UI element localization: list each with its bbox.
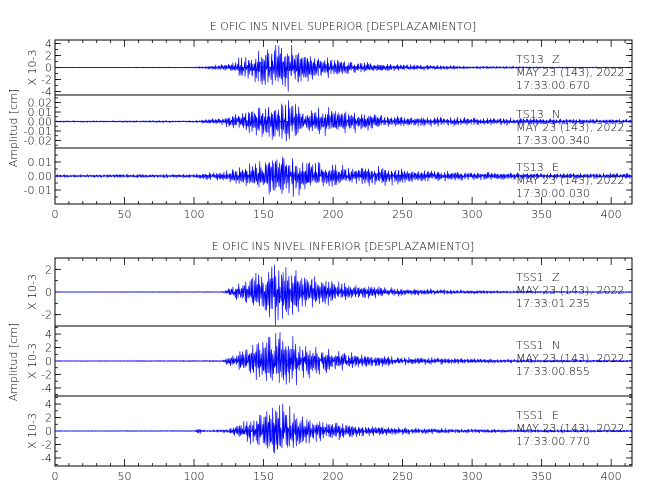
- y-tick-label: 0: [45, 425, 52, 438]
- chart-title: E OFIC INS NIVEL INFERIOR [DESPLAZAMIENT…: [212, 240, 475, 253]
- x-tick-label: 350: [531, 470, 552, 483]
- date-label: MAY 23 (143), 2022: [516, 352, 624, 365]
- x-tick-label: 0: [52, 208, 59, 221]
- y-tick-label: -2: [41, 73, 52, 86]
- x-tick-label: 400: [601, 208, 622, 221]
- x-axis: 0 50 100 150 200 250 300 350 400: [52, 258, 626, 483]
- station-name: TSS1: [516, 409, 544, 422]
- y-tick-label: 2: [45, 50, 52, 63]
- waveform-trace: [54, 264, 633, 326]
- x-tick-label: 250: [392, 470, 413, 483]
- y-tick-label: 4: [45, 328, 52, 341]
- y-tick-label: -4: [41, 85, 52, 98]
- y-tick-label: -0.01: [24, 125, 52, 138]
- y-tick-label: -4: [41, 452, 52, 465]
- x-tick-label: 300: [462, 470, 483, 483]
- date-label: MAY 23 (143), 2022: [516, 66, 624, 79]
- x-tick-label: 250: [392, 208, 413, 221]
- component-label: E: [552, 161, 559, 174]
- component-label: N: [552, 108, 560, 121]
- station-name: TS13: [516, 161, 544, 174]
- time-label: 17:30:00.030: [516, 187, 590, 200]
- y-tick-label: 2: [45, 412, 52, 425]
- date-label: MAY 23 (143), 2022: [516, 121, 624, 134]
- scale-label: X 10-3: [26, 343, 39, 379]
- scale-label: X 10-3: [26, 274, 39, 310]
- x-tick-label: 0: [52, 470, 59, 483]
- waveform-trace: [54, 45, 633, 92]
- waveform-trace: [54, 332, 633, 386]
- x-tick-label: 50: [118, 208, 132, 221]
- component-label: Z: [552, 53, 560, 66]
- x-tick-label: 150: [253, 208, 274, 221]
- y-axis-label: Amplitud [cm]: [7, 89, 20, 167]
- date-label: MAY 23 (143), 2022: [516, 284, 624, 297]
- station-name: TSS1: [516, 339, 544, 352]
- waveform-trace: [54, 403, 633, 454]
- y-tick-label: -0.02: [24, 134, 52, 147]
- x-tick-label: 350: [531, 208, 552, 221]
- upper-level-group: E OFIC INS NIVEL SUPERIOR [DESPLAZAMIENT…: [7, 20, 633, 221]
- time-label: 17:33:00.855: [516, 365, 590, 378]
- chart-title: E OFIC INS NIVEL SUPERIOR [DESPLAZAMIENT…: [210, 20, 477, 33]
- station-name: TS13: [516, 108, 544, 121]
- time-label: 17:33:00.670: [516, 79, 590, 92]
- x-tick-label: 300: [462, 208, 483, 221]
- x-tick-label: 100: [184, 208, 205, 221]
- y-tick-label: 0.00: [28, 170, 53, 183]
- scale-label: X 10-3: [26, 413, 39, 449]
- x-axis: 0 50 100 150 200 250 300 350 400: [52, 40, 626, 221]
- y-tick-label: 0.02: [28, 97, 53, 110]
- y-axis-label: Amplitud [cm]: [7, 323, 20, 401]
- y-tick-label: -0.01: [24, 184, 52, 197]
- time-label: 17:33:01.235: [516, 297, 590, 310]
- y-tick-label: 0: [45, 62, 52, 75]
- x-tick-label: 50: [118, 470, 132, 483]
- y-tick-label: 2: [45, 342, 52, 355]
- component-label: Z: [552, 271, 560, 284]
- y-tick-label: 0.01: [28, 156, 53, 169]
- lower-level-group: E OFIC INS NIVEL INFERIOR [DESPLAZAMIENT…: [7, 240, 633, 483]
- x-tick-label: 100: [184, 470, 205, 483]
- y-tick-label: 4: [45, 38, 52, 51]
- y-tick-label: -4: [41, 382, 52, 395]
- time-label: 17:33:00.770: [516, 435, 590, 448]
- component-label: E: [552, 409, 559, 422]
- y-tick-label: 4: [45, 398, 52, 411]
- y-tick-label: 0: [45, 286, 52, 299]
- y-tick-label: -2: [41, 309, 52, 322]
- waveform-trace: [54, 156, 633, 198]
- date-label: MAY 23 (143), 2022: [516, 422, 624, 435]
- station-name: TS13: [516, 53, 544, 66]
- y-tick-label: 0.01: [28, 106, 53, 119]
- time-label: 17:33:00.340: [516, 134, 590, 147]
- scale-label: X 10-3: [26, 50, 39, 86]
- y-tick-label: -2: [41, 368, 52, 381]
- x-tick-label: 150: [253, 470, 274, 483]
- y-tick-label: 0: [45, 355, 52, 368]
- date-label: MAY 23 (143), 2022: [516, 174, 624, 187]
- x-tick-label: 200: [323, 470, 344, 483]
- component-label: N: [552, 339, 560, 352]
- station-name: TSS1: [516, 271, 544, 284]
- y-tick-label: 2: [45, 263, 52, 276]
- y-tick-label: 0.00: [28, 116, 53, 129]
- x-tick-label: 400: [601, 470, 622, 483]
- waveform-trace: [54, 100, 633, 142]
- x-tick-label: 200: [323, 208, 344, 221]
- y-tick-label: -2: [41, 438, 52, 451]
